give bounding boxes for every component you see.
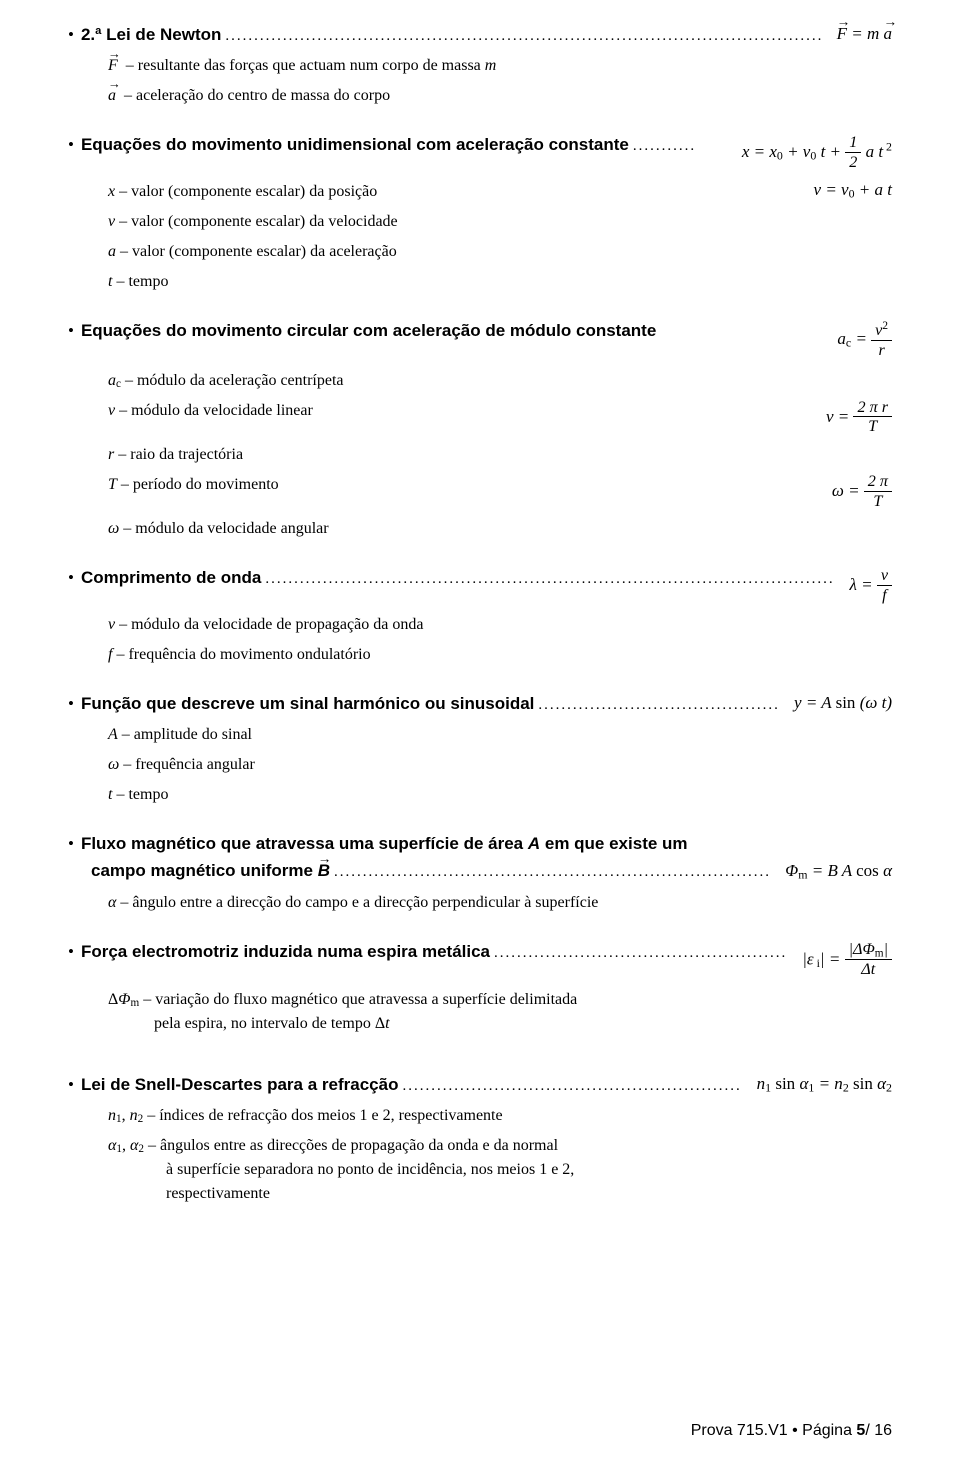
formula: F = m a — [837, 24, 892, 44]
formula-inline: v = v0 + a t — [814, 180, 892, 201]
leader-dots: ........................................… — [334, 864, 769, 881]
formula: n1 sin α1 = n2 sin α2 — [757, 1074, 892, 1095]
leader-dots: ........... — [633, 138, 726, 155]
formula: ac = v2r — [837, 320, 892, 360]
definition: F – resultante das forças que actuam num… — [108, 54, 892, 78]
section-circular-motion: • Equações do movimento circular com ace… — [68, 320, 892, 541]
section-title: Equações do movimento circular com acele… — [81, 321, 656, 341]
leader-dots: ........................................… — [538, 697, 778, 714]
definition: a – aceleração do centro de massa do cor… — [108, 84, 892, 108]
definition: x – valor (componente escalar) da posiçã… — [108, 180, 794, 204]
definition: t – tempo — [108, 783, 892, 807]
section-title: Lei de Snell-Descartes para a refracção — [81, 1075, 399, 1095]
section-wavelength: • Comprimento de onda ..................… — [68, 567, 892, 667]
definition: A – amplitude do sinal — [108, 723, 892, 747]
definition: ac – módulo da aceleração centrípeta — [108, 369, 892, 393]
section-harmonic: • Função que descreve um sinal harmónico… — [68, 693, 892, 807]
formula: |ε i| = |ΔΦm|Δt — [802, 941, 892, 980]
section-snell: • Lei de Snell-Descartes para a refracçã… — [68, 1074, 892, 1206]
bullet-icon: • — [68, 693, 74, 715]
definition: v – módulo da velocidade de propagação d… — [108, 613, 892, 637]
page-footer: Prova 715.V1 • Página 5/ 16 — [691, 1422, 892, 1440]
bullet-icon: • — [68, 320, 74, 342]
formula-inline: ω = 2 πT — [832, 473, 892, 511]
formula-inline: v = 2 π rT — [826, 399, 892, 437]
section-title: Função que descreve um sinal harmónico o… — [81, 694, 534, 714]
formula: Φm = B A cos α — [785, 861, 892, 882]
definition: f – frequência do movimento ondulatório — [108, 643, 892, 667]
leader-dots: ........................................… — [265, 571, 833, 588]
heading-row: • 2.ª Lei de Newton ....................… — [68, 24, 892, 46]
section-title: Força electromotriz induzida numa espira… — [81, 942, 490, 962]
definition: a – valor (componente escalar) da aceler… — [108, 240, 892, 264]
formula: x = x0 + v0 t + 12 a t 2 — [742, 134, 892, 172]
definition: ω – frequência angular — [108, 753, 892, 777]
definition: T – período do movimento — [108, 473, 812, 497]
definition: v – módulo da velocidade linear — [108, 399, 806, 423]
bullet-icon: • — [68, 941, 74, 963]
definition: v – valor (componente escalar) da veloci… — [108, 210, 892, 234]
section-title-line1: Fluxo magnético que atravessa uma superf… — [81, 834, 688, 854]
definition: α1, α2 – ângulos entre as direcções de p… — [108, 1134, 892, 1206]
page-number: 5 — [856, 1422, 865, 1439]
section-newton-law: • 2.ª Lei de Newton ....................… — [68, 24, 892, 108]
section-title: Equações do movimento unidimensional com… — [81, 135, 629, 155]
section-uniform-motion: • Equações do movimento unidimensional c… — [68, 134, 892, 294]
leader-dots: ........................................… — [225, 28, 820, 45]
section-magnetic-flux: • Fluxo magnético que atravessa uma supe… — [68, 833, 892, 914]
definition: t – tempo — [108, 270, 892, 294]
definition: α – ângulo entre a direcção do campo e a… — [108, 891, 892, 915]
formula: λ = vf — [849, 567, 892, 605]
bullet-icon: • — [68, 134, 74, 156]
formula: y = A sin (ω t) — [794, 693, 892, 713]
definition: n1, n2 – índices de refracção dos meios … — [108, 1104, 892, 1128]
definition: r – raio da trajectória — [108, 443, 892, 467]
bullet-icon: • — [68, 1074, 74, 1096]
bullet-icon: • — [68, 24, 74, 46]
section-title: 2.ª Lei de Newton — [81, 25, 221, 45]
leader-dots: ........................................… — [494, 945, 786, 962]
definition: ΔΦm – variação do fluxo magnético que at… — [108, 988, 892, 1036]
leader-dots: ........................................… — [402, 1078, 740, 1095]
section-title: Comprimento de onda — [81, 568, 261, 588]
bullet-icon: • — [68, 833, 74, 855]
bullet-icon: • — [68, 567, 74, 589]
definition: ω – módulo da velocidade angular — [108, 517, 892, 541]
section-emf: • Força electromotriz induzida numa espi… — [68, 941, 892, 1036]
exam-id: Prova 715.V1 — [691, 1422, 788, 1439]
section-title-line2: campo magnético uniforme B — [91, 861, 330, 881]
